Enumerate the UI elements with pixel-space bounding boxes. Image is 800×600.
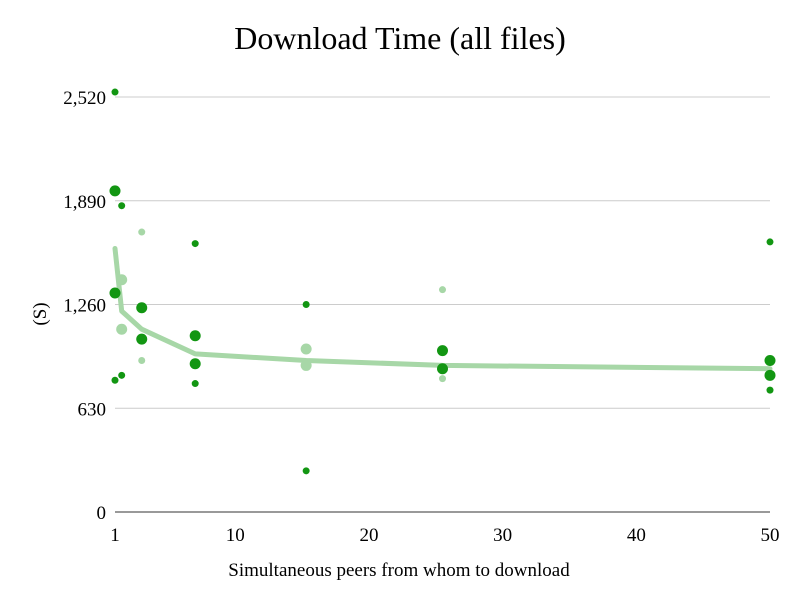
data-point — [437, 363, 448, 375]
data-point — [766, 238, 774, 246]
data-point — [439, 286, 446, 294]
data-point — [136, 333, 148, 345]
data-point — [138, 228, 146, 236]
data-point — [300, 359, 312, 371]
x-tick-label: 20 — [359, 525, 378, 546]
data-point — [118, 371, 126, 379]
data-point — [136, 302, 148, 314]
points-layer — [109, 88, 776, 475]
x-tick-label: 50 — [761, 525, 780, 546]
data-point — [191, 240, 199, 248]
y-tick-label: 2,520 — [63, 88, 106, 109]
data-point — [766, 386, 774, 394]
x-tick-label: 30 — [493, 525, 512, 546]
data-point — [439, 375, 446, 383]
ticks-layer: 0 630 1,260 1,890 2,520 1 10 20 30 40 50 — [63, 88, 779, 546]
data-point — [118, 202, 126, 210]
y-tick-label: 0 — [97, 503, 107, 524]
data-point — [302, 467, 310, 475]
data-point — [109, 185, 121, 197]
data-point — [138, 356, 146, 364]
data-point — [764, 354, 776, 366]
data-point — [764, 369, 776, 381]
data-point — [111, 376, 119, 384]
y-tick-label: 630 — [78, 399, 107, 420]
x-tick-label: 10 — [226, 525, 245, 546]
x-tick-label: 40 — [627, 525, 646, 546]
grid-layer — [115, 96, 770, 513]
y-axis-label: (S) — [30, 302, 51, 325]
data-point — [189, 358, 201, 370]
data-point — [116, 323, 128, 335]
data-point — [302, 301, 310, 308]
chart-title: Download Time (all files) — [234, 20, 566, 56]
y-tick-label: 1,260 — [63, 296, 106, 317]
data-point — [191, 380, 199, 388]
y-tick-label: 1,890 — [63, 192, 106, 213]
data-point — [111, 88, 119, 96]
x-axis-label: Simultaneous peers from whom to download — [228, 560, 570, 581]
data-point — [116, 274, 128, 286]
data-point — [300, 343, 312, 355]
data-point — [109, 287, 121, 299]
data-point — [437, 345, 448, 357]
x-tick-label: 1 — [110, 525, 120, 546]
data-point — [189, 330, 201, 342]
